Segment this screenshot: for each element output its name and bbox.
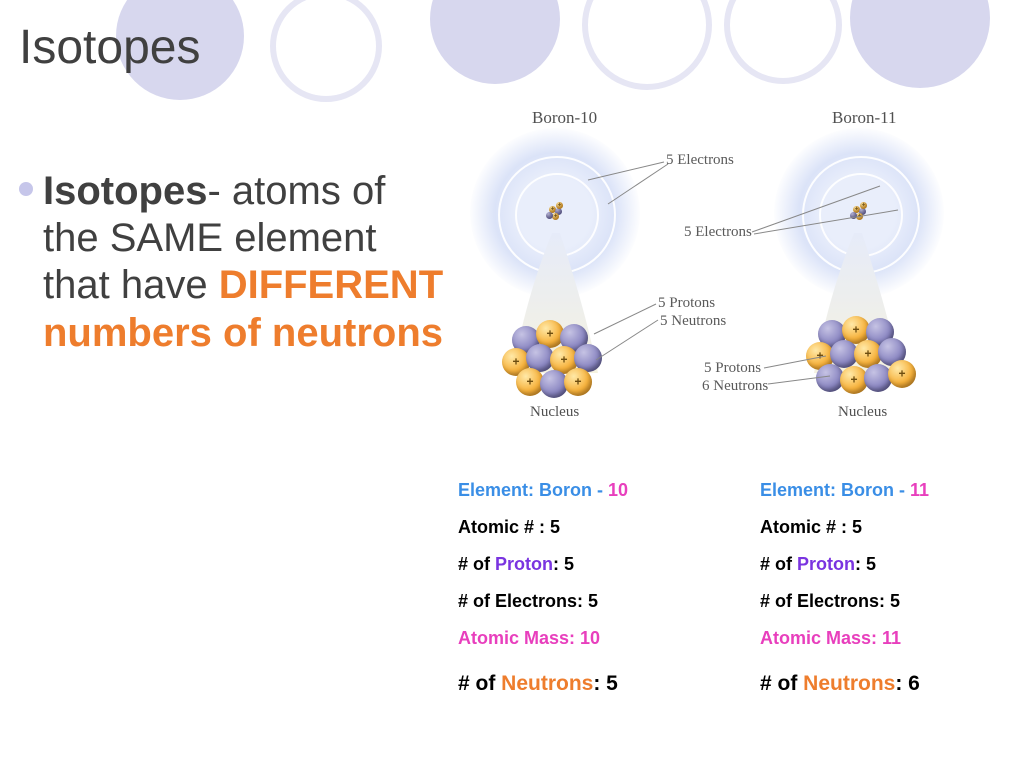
l-proton-a: # of: [458, 554, 495, 574]
r-neutron-b: Neutrons: [803, 672, 895, 695]
right-electrons-label: 5 Electrons: [684, 224, 752, 241]
r-mass: Atomic Mass: 11: [760, 620, 929, 657]
r-proton-c: : 5: [855, 554, 876, 574]
l-atomic-no: Atomic # : 5: [458, 509, 628, 546]
stats-left: Element: Boron - 10 Atomic # : 5 # of Pr…: [458, 472, 628, 706]
slide: Isotopes Isotopes- atoms of the SAME ele…: [0, 0, 1024, 767]
l-element-value: 10: [608, 480, 628, 500]
r-neutron-a: # of: [760, 672, 803, 695]
deco-circle-2: [270, 0, 382, 102]
r-atomic-no: Atomic # : 5: [760, 509, 929, 546]
definition-block: Isotopes- atoms of the SAME element that…: [19, 168, 449, 357]
deco-circle-6: [850, 0, 990, 88]
r-element-value: 11: [910, 480, 929, 500]
r-proton-a: # of: [760, 554, 797, 574]
l-neutron-b: Neutrons: [501, 672, 593, 695]
deco-circle-4: [582, 0, 712, 90]
left-electrons-label: 5 Electrons: [666, 152, 734, 169]
l-neutron-c: : 5: [593, 672, 618, 695]
slide-title: Isotopes: [19, 20, 200, 75]
l-electrons: # of Electrons: 5: [458, 583, 628, 620]
isotope-diagram: Boron-10 Boron-11: [452, 98, 1012, 428]
l-neutron-a: # of: [458, 672, 501, 695]
right-nucleus-label: Nucleus: [838, 404, 887, 421]
right-protons-label: 5 Protons: [704, 360, 761, 377]
nucleus-right: [804, 316, 922, 408]
stats-right: Element: Boron - 11 Atomic # : 5 # of Pr…: [760, 472, 929, 706]
l-proton-c: : 5: [553, 554, 574, 574]
diag-left-title: Boron-10: [532, 108, 597, 128]
deco-circle-5: [724, 0, 842, 84]
left-nucleus-label: Nucleus: [530, 404, 579, 421]
r-proton-b: Proton: [797, 554, 855, 574]
l-mass: Atomic Mass: 10: [458, 620, 628, 657]
r-electrons: # of Electrons: 5: [760, 583, 929, 620]
left-protons-label: 5 Protons: [658, 295, 715, 312]
left-neutrons-label: 5 Neutrons: [660, 313, 726, 330]
l-element-label: Element: Boron -: [458, 480, 608, 500]
nucleus-left: [500, 320, 612, 406]
deco-circle-3: [430, 0, 560, 84]
definition-lead: Isotopes: [43, 169, 207, 213]
right-neutrons-label: 6 Neutrons: [702, 378, 768, 395]
diag-right-title: Boron-11: [832, 108, 897, 128]
l-proton-b: Proton: [495, 554, 553, 574]
r-element-label: Element: Boron -: [760, 480, 910, 500]
r-neutron-c: : 6: [895, 672, 920, 695]
